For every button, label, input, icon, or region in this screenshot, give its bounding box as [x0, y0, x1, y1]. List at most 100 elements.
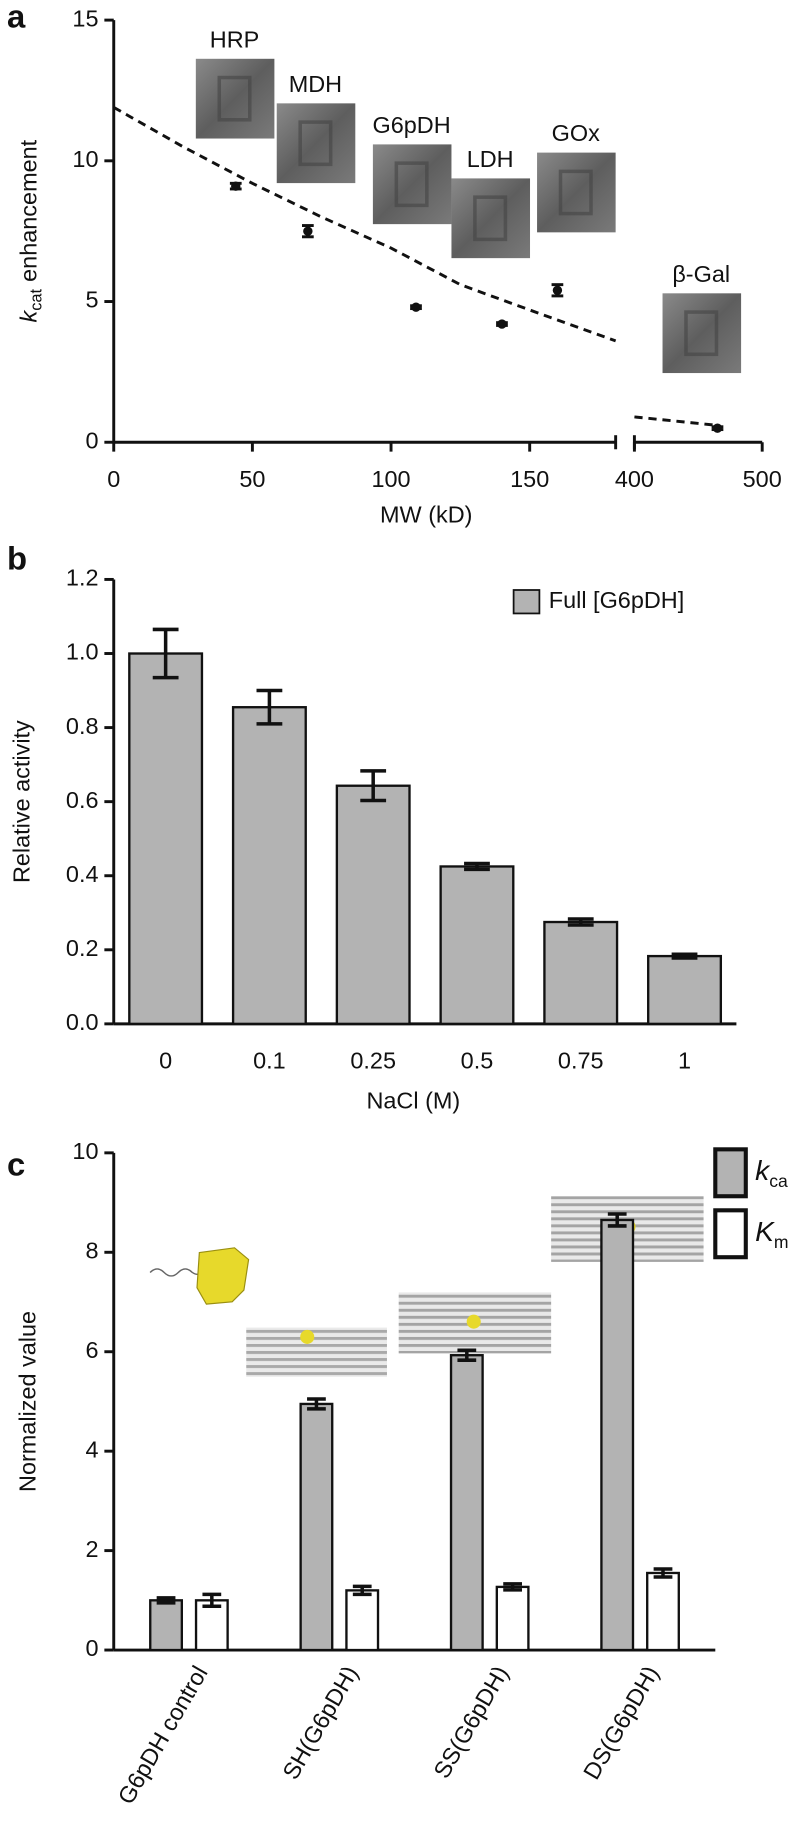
y-tick-label: 0.4 [66, 861, 99, 887]
bar [543, 920, 619, 1026]
micrograph-detail [684, 310, 719, 357]
bar [128, 652, 204, 1026]
micrograph [662, 293, 742, 374]
micrograph [537, 152, 616, 233]
x-axis-label: NaCl (M) [366, 1088, 460, 1114]
x-axis-label: MW (kD) [380, 501, 472, 527]
panel-letter: c [7, 1146, 25, 1183]
x-tick-label: 0.75 [558, 1048, 604, 1074]
x-tick-label: SH(G6pDH) [277, 1661, 363, 1783]
y-tick-label: 6 [85, 1337, 98, 1363]
micrograph [276, 103, 356, 184]
y-axis-label: Normalized value [15, 1311, 41, 1492]
enzyme-illustration [300, 1329, 315, 1344]
bar [600, 1218, 635, 1652]
x-tick-label: 0.1 [253, 1048, 286, 1074]
legend-label: kcat [755, 1155, 788, 1191]
y-axis-label: Relative activity [9, 720, 35, 883]
bar [335, 784, 411, 1026]
micrograph [195, 58, 275, 139]
micrograph-detail [217, 75, 252, 122]
x-tick-label: 50 [239, 466, 265, 492]
panel-letter: b [7, 539, 27, 576]
enzyme-label: HRP [210, 26, 259, 52]
y-tick-label: 8 [85, 1237, 98, 1263]
y-tick-label: 0 [85, 1635, 98, 1661]
x-tick-label: 0 [159, 1048, 172, 1074]
y-tick-label: 15 [72, 5, 98, 31]
legend-symbol: K [755, 1216, 775, 1247]
bar [299, 1402, 334, 1652]
panel-letter: a [7, 0, 26, 35]
data-point [231, 181, 241, 191]
x-tick-label: 150 [510, 466, 549, 492]
fit-curve [113, 106, 718, 427]
legend-symbol: k [755, 1155, 771, 1186]
x-tick-label: 400 [615, 466, 654, 492]
y-tick-label: 10 [72, 1138, 98, 1164]
legend-swatch [713, 1208, 748, 1260]
y-tick-label: 0.0 [66, 1009, 99, 1035]
legend-swatch [713, 1147, 748, 1199]
y-label-subscript: cat [28, 288, 46, 310]
legend-swatch [512, 589, 541, 615]
data-point [303, 226, 313, 236]
y-tick-label: 1.0 [66, 639, 99, 665]
data-point [497, 319, 507, 329]
enzyme-label: β-Gal [672, 261, 730, 287]
micrograph-detail [558, 169, 593, 216]
bar [439, 865, 515, 1026]
micrograph-detail [394, 161, 429, 208]
enzyme-label: GOx [552, 120, 600, 146]
data-point [552, 285, 563, 295]
enzyme-label: LDH [467, 146, 514, 172]
legend-subscript: cat [769, 1171, 788, 1191]
enzyme-label: G6pDH [373, 112, 451, 138]
y-tick-label: 1.2 [66, 565, 99, 591]
data-point [712, 423, 723, 433]
y-tick-label: 0.2 [66, 935, 99, 961]
y-axis-label: kcat enhancement [16, 139, 46, 322]
linker-illustration [149, 1268, 203, 1277]
enzyme-illustration [196, 1247, 250, 1305]
legend-label: Full [G6pDH] [549, 587, 684, 613]
x-tick-label: 100 [371, 466, 410, 492]
x-tick-label: 0.25 [350, 1048, 396, 1074]
y-tick-label: 0.8 [66, 713, 99, 739]
x-tick-label: 0 [107, 466, 120, 492]
bar [495, 1585, 530, 1652]
enzyme-label: MDH [289, 71, 342, 97]
micrograph-detail [473, 195, 508, 242]
bar [231, 706, 307, 1026]
bar [647, 954, 723, 1026]
y-tick-label: 4 [85, 1436, 98, 1462]
legend-label: Km [755, 1216, 788, 1252]
x-tick-label: 1 [678, 1048, 691, 1074]
y-label-symbol: k [16, 310, 42, 323]
x-tick-label: 0.5 [461, 1048, 494, 1074]
x-tick-label: DS(G6pDH) [578, 1661, 664, 1783]
illustrations [149, 1196, 704, 1377]
bar [646, 1571, 680, 1652]
y-label-text: enhancement [16, 139, 42, 282]
x-tick-label: SS(G6pDH) [428, 1661, 513, 1782]
x-tick-label: G6pDH control [113, 1661, 213, 1808]
micrograph [372, 144, 452, 225]
data-point [411, 302, 421, 312]
bar [194, 1599, 229, 1652]
y-tick-label: 0.6 [66, 787, 99, 813]
y-tick-label: 5 [85, 287, 98, 313]
bar [149, 1599, 184, 1652]
origami-illustration [246, 1327, 387, 1377]
micrograph [451, 178, 531, 259]
bar [345, 1589, 380, 1652]
legend-subscript: m [774, 1232, 788, 1252]
y-tick-label: 10 [72, 146, 98, 172]
bar [449, 1354, 484, 1652]
micrograph-detail [298, 120, 333, 167]
x-tick-label: 500 [743, 466, 782, 492]
y-tick-label: 0 [85, 427, 98, 453]
enzyme-illustration [466, 1314, 481, 1329]
